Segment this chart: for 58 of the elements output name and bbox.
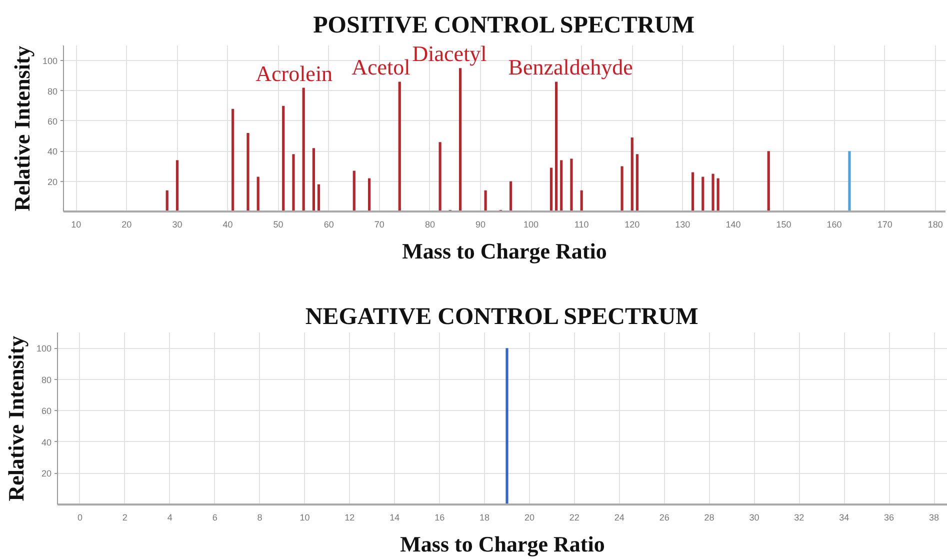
y-tick-label: 80 [41, 374, 52, 385]
x-tick-label: 0 [77, 512, 82, 522]
x-tick-label: 4 [167, 512, 172, 522]
x-tick-label: 2 [122, 512, 128, 522]
x-tick-label: 130 [675, 220, 690, 230]
x-tick-label: 22 [569, 512, 580, 522]
x-tick-label: 8 [257, 512, 262, 522]
y-tick-label: 100 [42, 56, 58, 66]
y-tick-label: 80 [47, 86, 58, 96]
y-tick-label: 20 [47, 176, 58, 187]
x-tick-label: 170 [877, 220, 892, 230]
x-tick-label: 40 [222, 220, 233, 230]
annotation: Diacetyl [412, 41, 487, 66]
x-tick-label: 70 [374, 220, 384, 230]
x-tick-label: 34 [839, 512, 850, 522]
x-tick-label: 16 [434, 512, 445, 522]
y-tick-label: 100 [36, 344, 52, 354]
y-tick-label: 40 [47, 146, 58, 157]
x-tick-label: 38 [929, 512, 940, 522]
x-tick-label: 50 [273, 220, 284, 230]
x-tick-label: 120 [624, 220, 640, 230]
x-tick-label: 12 [344, 512, 355, 522]
x-tick-label: 10 [300, 512, 310, 522]
x-tick-label: 18 [480, 512, 490, 522]
annotation: Acrolein [256, 60, 333, 86]
x-tick-label: 6 [212, 512, 218, 522]
y-axis-title: Relative Intensity [9, 46, 34, 212]
x-tick-label: 80 [424, 220, 435, 230]
x-tick-label: 28 [704, 512, 714, 522]
x-tick-label: 30 [172, 220, 182, 230]
x-tick-label: 20 [122, 220, 132, 230]
x-tick-label: 60 [324, 220, 334, 230]
y-tick-label: 20 [41, 468, 52, 479]
x-tick-label: 26 [659, 512, 670, 522]
chart-title: NEGATIVE CONTROL SPECTRUM [305, 304, 698, 330]
chart-title: POSITIVE CONTROL SPECTRUM [313, 12, 695, 38]
x-tick-label: 10 [71, 220, 82, 230]
x-axis-title: Mass to Charge Ratio [402, 238, 607, 264]
x-tick-label: 110 [574, 220, 589, 230]
x-tick-label: 160 [826, 220, 842, 230]
x-tick-label: 30 [749, 512, 760, 522]
x-tick-label: 20 [524, 512, 534, 522]
x-tick-label: 32 [794, 512, 804, 522]
annotation: Benzaldehyde [508, 54, 633, 80]
x-tick-label: 14 [390, 512, 400, 522]
x-tick-label: 140 [726, 220, 741, 230]
x-axis-title: Mass to Charge Ratio [400, 532, 605, 556]
y-axis-title: Relative Intensity [3, 336, 28, 502]
x-tick-label: 90 [475, 220, 486, 230]
annotation: Acetol [352, 54, 410, 80]
x-tick-label: 36 [884, 512, 894, 522]
y-tick-label: 60 [41, 406, 52, 416]
x-tick-label: 180 [928, 220, 943, 230]
y-tick-label: 60 [47, 116, 58, 126]
x-tick-label: 24 [614, 512, 624, 522]
x-tick-label: 150 [776, 220, 792, 230]
y-tick-label: 40 [41, 437, 52, 448]
x-tick-label: 100 [524, 220, 539, 230]
